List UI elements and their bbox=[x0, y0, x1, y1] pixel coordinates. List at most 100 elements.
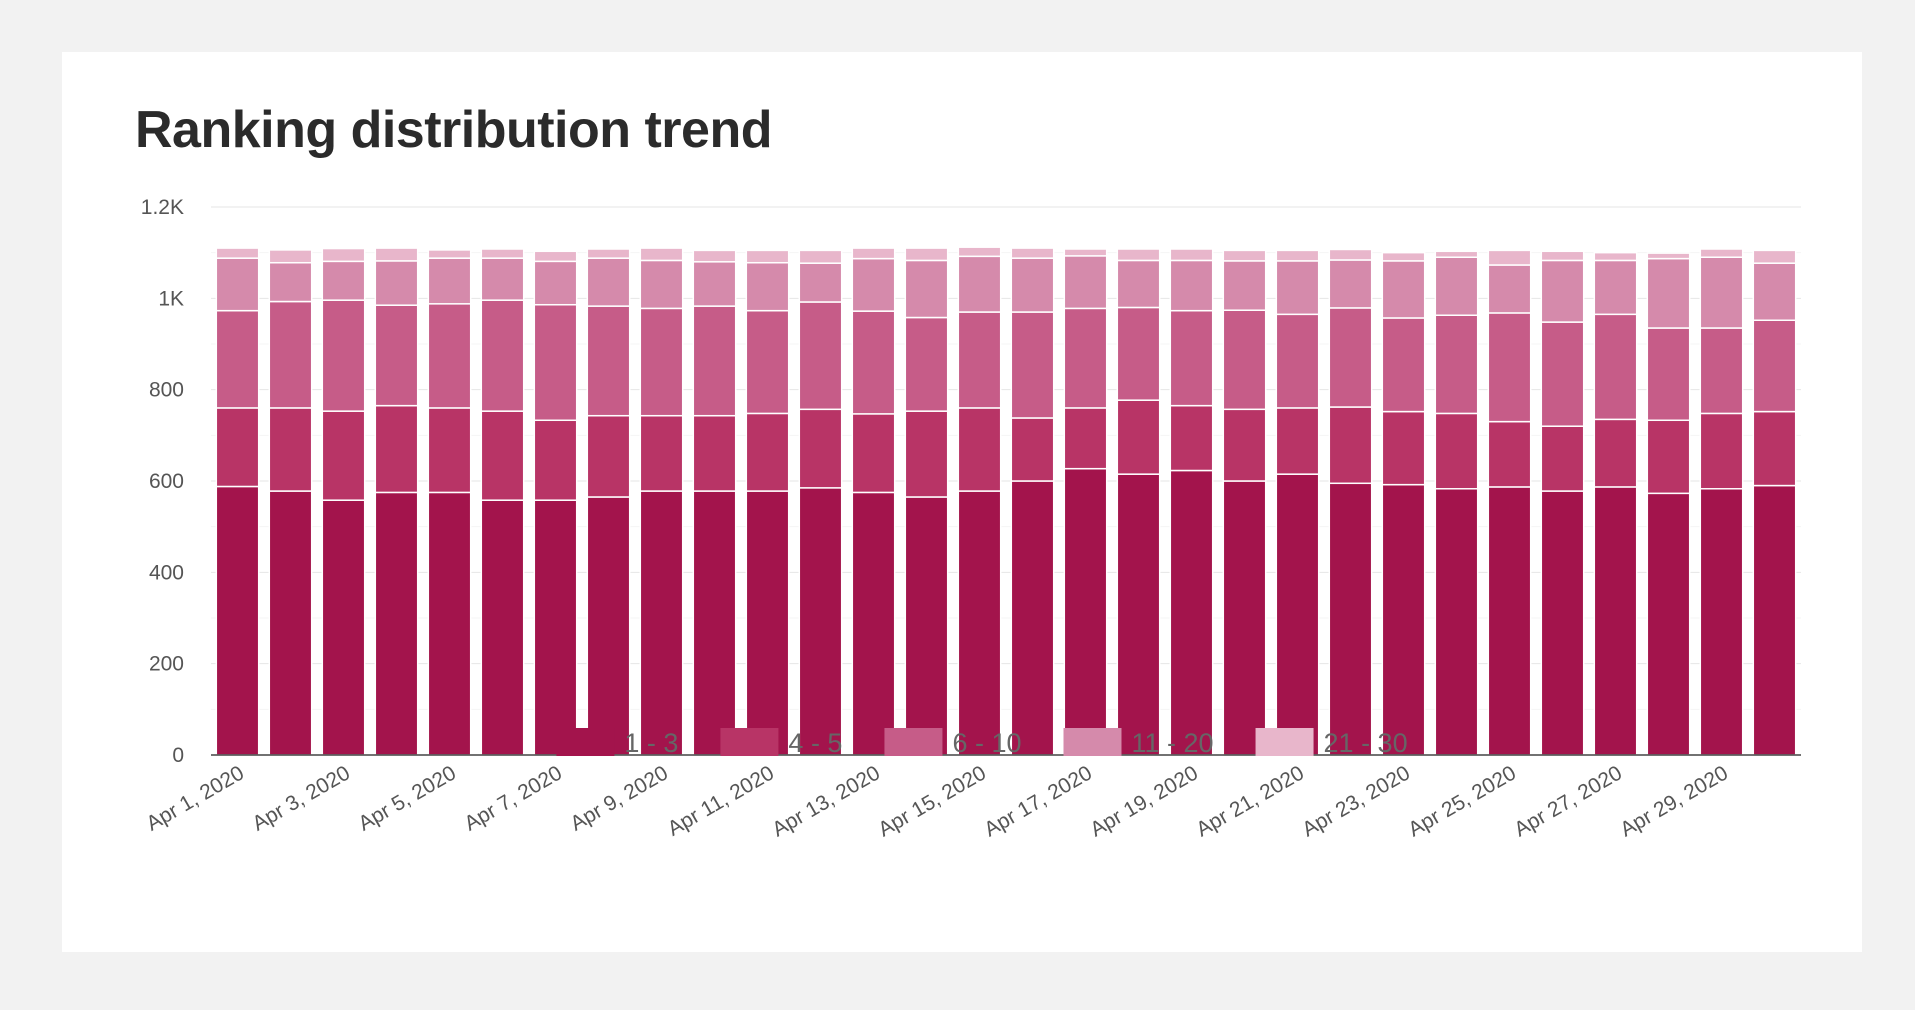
bar-segment bbox=[1116, 259, 1161, 309]
bar-segment bbox=[1593, 259, 1638, 316]
x-tick-label: Apr 15, 2020 bbox=[874, 761, 990, 841]
bar-segment bbox=[1222, 408, 1267, 482]
bar-segment bbox=[639, 490, 684, 756]
bar-segment bbox=[1328, 307, 1373, 408]
legend-label: 4 - 5 bbox=[788, 728, 842, 758]
bar-segment bbox=[1646, 327, 1691, 422]
bar-segment bbox=[1540, 321, 1585, 427]
legend-item: 6 - 10 bbox=[884, 728, 1021, 758]
bar-segment bbox=[1752, 249, 1797, 264]
chart-title: Ranking distribution trend bbox=[135, 101, 772, 159]
bar-stack bbox=[321, 247, 366, 756]
bar-segment bbox=[268, 300, 313, 409]
bar-stack bbox=[1222, 249, 1267, 756]
bar-segment bbox=[1381, 410, 1426, 486]
bar-segment bbox=[1328, 482, 1373, 756]
bar-segment bbox=[1752, 319, 1797, 413]
bar-segment bbox=[1699, 412, 1744, 490]
bar-segment bbox=[957, 255, 1002, 313]
bar-segment bbox=[1222, 249, 1267, 262]
legend-label: 1 - 3 bbox=[624, 728, 678, 758]
bar-segment bbox=[957, 407, 1002, 492]
legend: 1 - 3 4 - 5 6 - 10 11 - 20 21 - 30 bbox=[556, 728, 1408, 758]
bar-segment bbox=[1063, 255, 1108, 310]
bar-stack bbox=[1540, 250, 1585, 756]
bar-segment bbox=[480, 410, 525, 501]
bar-segment bbox=[851, 247, 896, 260]
bar-segment bbox=[1752, 410, 1797, 487]
bar-segment bbox=[1063, 467, 1108, 756]
bars bbox=[215, 246, 1797, 756]
bar-stack bbox=[692, 249, 737, 756]
bar-segment bbox=[1275, 249, 1320, 262]
bar-stack bbox=[1434, 250, 1479, 756]
bar-segment bbox=[1063, 307, 1108, 409]
legend-label: 11 - 20 bbox=[1131, 728, 1213, 758]
y-axis-labels: 0 200 400 600 800 1K 1.2K bbox=[141, 196, 184, 767]
bar-segment bbox=[1487, 264, 1532, 314]
bar-segment bbox=[851, 310, 896, 415]
bar-segment bbox=[1063, 248, 1108, 257]
bar-segment bbox=[533, 250, 578, 263]
bar-stack bbox=[215, 247, 260, 756]
bar-segment bbox=[1381, 483, 1426, 756]
bar-segment bbox=[1275, 313, 1320, 409]
bar-segment bbox=[692, 261, 737, 307]
bar-segment bbox=[321, 410, 366, 501]
legend-label: 6 - 10 bbox=[952, 728, 1021, 758]
bar-segment bbox=[1487, 312, 1532, 423]
bar-stack bbox=[1328, 248, 1373, 756]
bar-stack bbox=[480, 248, 525, 756]
bar-segment bbox=[639, 307, 684, 417]
bar-segment bbox=[215, 309, 260, 409]
y-tick-label: 200 bbox=[149, 653, 184, 676]
bar-segment bbox=[268, 490, 313, 756]
bar-segment bbox=[1169, 309, 1214, 407]
x-tick-label: Apr 25, 2020 bbox=[1404, 761, 1520, 841]
bar-segment bbox=[1010, 480, 1055, 756]
bar-segment bbox=[1434, 488, 1479, 756]
bar-segment bbox=[1169, 248, 1214, 262]
bar-segment bbox=[1010, 311, 1055, 419]
x-tick-label: Apr 17, 2020 bbox=[980, 761, 1096, 841]
bar-segment bbox=[374, 260, 419, 306]
x-tick-label: Apr 9, 2020 bbox=[566, 761, 672, 835]
bar-stack bbox=[1646, 252, 1691, 756]
bar-stack bbox=[1169, 248, 1214, 756]
bar-stack bbox=[1593, 251, 1638, 756]
bar-stack bbox=[1063, 248, 1108, 756]
bar-segment bbox=[215, 485, 260, 756]
bar-segment bbox=[1381, 260, 1426, 319]
legend-item: 1 - 3 bbox=[556, 728, 678, 758]
bar-segment bbox=[586, 496, 631, 756]
bar-segment bbox=[1010, 257, 1055, 313]
bar-segment bbox=[1275, 407, 1320, 475]
bar-segment bbox=[798, 262, 843, 303]
bar-segment bbox=[1434, 250, 1479, 258]
bar-stack bbox=[586, 248, 631, 756]
legend-swatch bbox=[1063, 728, 1122, 756]
grid-lines bbox=[211, 206, 1801, 710]
bar-stack bbox=[374, 247, 419, 756]
bar-segment bbox=[1222, 260, 1267, 311]
bar-segment bbox=[1275, 260, 1320, 316]
bar-segment bbox=[745, 309, 790, 415]
bar-segment bbox=[427, 303, 472, 409]
bar-stack bbox=[851, 247, 896, 756]
bar-segment bbox=[851, 491, 896, 756]
bar-segment bbox=[1169, 259, 1214, 312]
bar-segment bbox=[798, 487, 843, 756]
bar-segment bbox=[321, 247, 366, 263]
bar-segment bbox=[1487, 420, 1532, 488]
bar-segment bbox=[427, 407, 472, 494]
bar-stack bbox=[639, 247, 684, 756]
bar-segment bbox=[215, 247, 260, 259]
bar-stack bbox=[1699, 248, 1744, 756]
bar-segment bbox=[1116, 473, 1161, 756]
x-tick-label: Apr 3, 2020 bbox=[248, 761, 354, 835]
bar-segment bbox=[1699, 327, 1744, 415]
bar-stack bbox=[1752, 249, 1797, 756]
bar-segment bbox=[745, 490, 790, 756]
y-tick-label: 1K bbox=[158, 287, 184, 310]
y-tick-label: 1.2K bbox=[141, 196, 184, 219]
